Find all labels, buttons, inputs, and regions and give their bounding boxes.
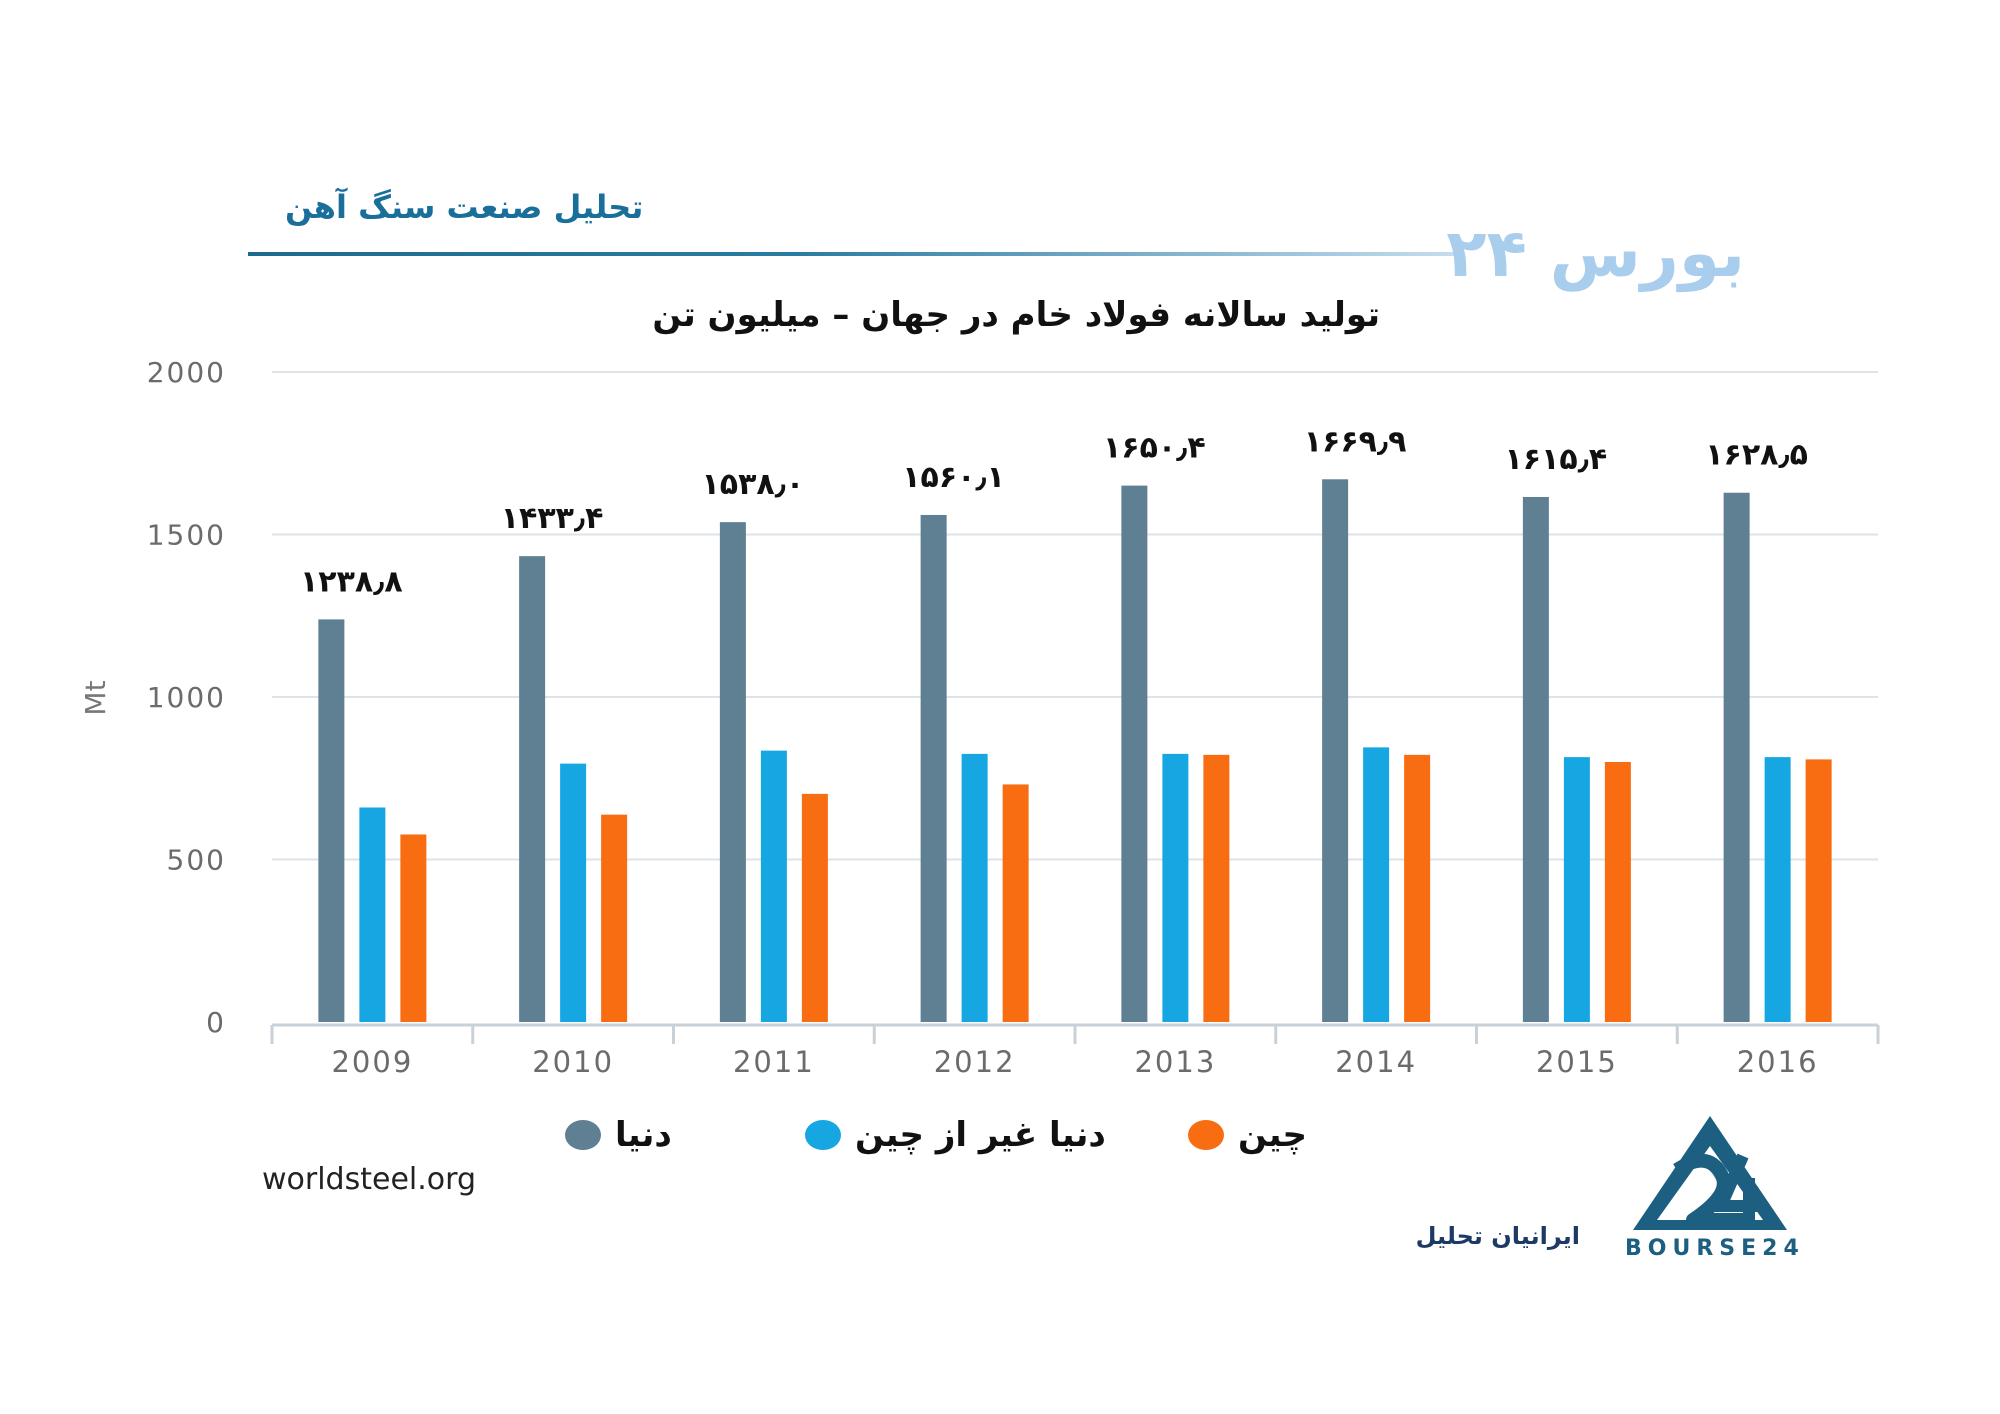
bar-2010-s0 bbox=[519, 556, 546, 1022]
logo-wordmark: BOURSE24 bbox=[1625, 1236, 1805, 1261]
bar-2009-s0 bbox=[318, 619, 345, 1022]
bar-2010-s2 bbox=[601, 814, 628, 1022]
bar-2016-s2 bbox=[1805, 759, 1832, 1022]
legend-label-china: چین bbox=[1238, 1115, 1307, 1155]
bar-2015-s2 bbox=[1604, 762, 1631, 1022]
bar-2015-s1 bbox=[1563, 757, 1590, 1022]
bar-2014-s2 bbox=[1404, 754, 1431, 1022]
bar-2013-s0 bbox=[1121, 485, 1148, 1022]
x-tick-label: 2009 bbox=[331, 1045, 413, 1079]
brand-logo-text: بورس ۲۴ bbox=[1446, 215, 1745, 292]
x-tick-label: 2016 bbox=[1737, 1045, 1819, 1079]
bar-2016-s0 bbox=[1723, 492, 1750, 1022]
data-label: ۱۶۵۰٫۴ bbox=[1103, 431, 1206, 466]
y-tick-label: 1000 bbox=[147, 681, 226, 714]
x-tick-label: 2015 bbox=[1536, 1045, 1618, 1079]
bar-2011-s1 bbox=[760, 750, 787, 1022]
data-label: ۱۵۶۰٫۱ bbox=[902, 460, 1005, 495]
legend-label-world: دنیا bbox=[615, 1115, 672, 1155]
data-label: ۱۴۳۳٫۴ bbox=[501, 501, 604, 536]
header-title: تحلیل صنعت سنگ آهن bbox=[285, 188, 644, 226]
y-tick-labels: 0 500 1000 1500 2000 bbox=[147, 356, 226, 1039]
source-text: worldsteel.org bbox=[262, 1162, 476, 1197]
logo-subtitle: ایرانیان تحلیل bbox=[1415, 1222, 1580, 1250]
grid-lines bbox=[272, 371, 1878, 861]
data-label: ۱۶۱۵٫۴ bbox=[1504, 442, 1607, 477]
bar-2009-s2 bbox=[400, 834, 427, 1022]
data-label: ۱۲۳۸٫۸ bbox=[300, 564, 403, 599]
bar-2010-s1 bbox=[560, 763, 587, 1022]
bar-2011-s2 bbox=[801, 793, 828, 1022]
bar-2014-s0 bbox=[1322, 479, 1349, 1023]
bar-2009-s1 bbox=[359, 807, 386, 1022]
bar-2016-s1 bbox=[1764, 757, 1791, 1022]
bar-2014-s1 bbox=[1363, 747, 1390, 1022]
legend-swatch-world bbox=[565, 1120, 601, 1150]
y-tick-label: 500 bbox=[167, 844, 226, 877]
y-tick-label: 2000 bbox=[147, 356, 226, 389]
y-tick-label: 1500 bbox=[147, 519, 226, 552]
data-label: ۱۵۳۸٫۰ bbox=[701, 467, 804, 502]
legend-item-world: دنیا bbox=[565, 1115, 672, 1155]
legend-item-world-ex-china: دنیا غیر از چین bbox=[805, 1115, 1106, 1155]
x-tick-label: 2012 bbox=[934, 1045, 1016, 1079]
x-axis: 2009 2010 2011 2012 2013 2014 2015 2016 bbox=[270, 1023, 1880, 1079]
chart-title: تولید سالانه فولاد خام در جهان – میلیون … bbox=[652, 295, 1380, 335]
bar-2013-s1 bbox=[1162, 753, 1189, 1022]
data-label: ۱۶۲۸٫۵ bbox=[1705, 438, 1808, 473]
legend-swatch-china bbox=[1188, 1120, 1224, 1150]
data-labels: ۱۲۳۸٫۸ ۱۴۳۳٫۴ ۱۵۳۸٫۰ ۱۵۶۰٫۱ ۱۶۵۰٫۴ ۱۶۶۹٫۹ ۱۶۱۵… bbox=[300, 424, 1808, 599]
bar-2015-s0 bbox=[1522, 496, 1549, 1022]
legend-item-china: چین bbox=[1188, 1115, 1307, 1155]
bar-2012-s1 bbox=[961, 753, 988, 1022]
x-tick-label: 2014 bbox=[1335, 1045, 1417, 1079]
bar-2012-s0 bbox=[920, 514, 947, 1022]
data-label: ۱۶۶۹٫۹ bbox=[1304, 424, 1407, 459]
bar-2013-s2 bbox=[1203, 754, 1230, 1022]
bourse24-logo-icon bbox=[1633, 1116, 1787, 1230]
bar-2012-s2 bbox=[1002, 784, 1029, 1022]
bar-2011-s0 bbox=[719, 522, 746, 1022]
x-tick-label: 2011 bbox=[733, 1045, 815, 1079]
bars bbox=[318, 479, 1832, 1023]
y-tick-label: 0 bbox=[206, 1006, 226, 1039]
legend-label-world-ex-china: دنیا غیر از چین bbox=[855, 1115, 1106, 1155]
legend-swatch-world-ex-china bbox=[805, 1120, 841, 1150]
x-tick-label: 2013 bbox=[1134, 1045, 1216, 1079]
y-axis-label: Mt bbox=[79, 680, 112, 715]
header-divider bbox=[248, 252, 1463, 256]
x-tick-label: 2010 bbox=[532, 1045, 614, 1079]
